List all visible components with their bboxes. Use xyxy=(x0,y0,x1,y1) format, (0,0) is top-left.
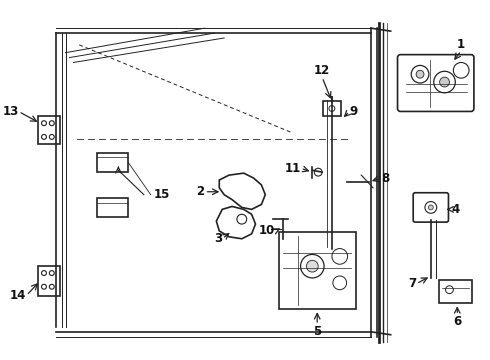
Circle shape xyxy=(306,260,318,272)
Circle shape xyxy=(425,202,437,213)
Circle shape xyxy=(49,121,54,126)
FancyBboxPatch shape xyxy=(323,101,341,116)
Circle shape xyxy=(416,70,424,78)
FancyBboxPatch shape xyxy=(97,198,128,217)
Circle shape xyxy=(440,77,449,87)
Circle shape xyxy=(42,284,47,289)
FancyBboxPatch shape xyxy=(397,55,474,112)
Text: 1: 1 xyxy=(457,38,465,51)
Text: 4: 4 xyxy=(451,203,460,216)
FancyBboxPatch shape xyxy=(38,116,60,144)
Circle shape xyxy=(428,205,433,210)
Text: 6: 6 xyxy=(453,315,462,328)
Circle shape xyxy=(333,276,346,290)
Text: 7: 7 xyxy=(408,277,416,290)
Circle shape xyxy=(42,134,47,139)
Circle shape xyxy=(42,271,47,275)
Polygon shape xyxy=(217,206,255,239)
Circle shape xyxy=(237,214,246,224)
Text: 5: 5 xyxy=(313,325,321,338)
Text: 15: 15 xyxy=(154,188,170,201)
Text: 10: 10 xyxy=(259,224,275,238)
Circle shape xyxy=(453,63,469,78)
FancyBboxPatch shape xyxy=(38,266,60,296)
Circle shape xyxy=(329,105,335,112)
Polygon shape xyxy=(220,173,265,210)
Circle shape xyxy=(411,66,429,83)
Circle shape xyxy=(49,134,54,139)
Circle shape xyxy=(49,271,54,275)
FancyBboxPatch shape xyxy=(439,280,472,303)
Text: 8: 8 xyxy=(381,172,389,185)
Text: 2: 2 xyxy=(196,185,205,198)
Text: 3: 3 xyxy=(214,232,222,245)
Circle shape xyxy=(300,255,324,278)
Circle shape xyxy=(332,248,347,264)
FancyBboxPatch shape xyxy=(413,193,448,222)
Circle shape xyxy=(42,121,47,126)
Text: 13: 13 xyxy=(2,105,19,118)
Text: 14: 14 xyxy=(10,289,26,302)
Circle shape xyxy=(49,284,54,289)
Circle shape xyxy=(314,168,322,176)
Text: 9: 9 xyxy=(349,105,358,118)
Text: 11: 11 xyxy=(284,162,300,175)
Text: 12: 12 xyxy=(314,64,330,77)
Circle shape xyxy=(445,286,453,294)
FancyBboxPatch shape xyxy=(279,232,356,309)
Circle shape xyxy=(434,71,455,93)
FancyBboxPatch shape xyxy=(97,153,128,172)
